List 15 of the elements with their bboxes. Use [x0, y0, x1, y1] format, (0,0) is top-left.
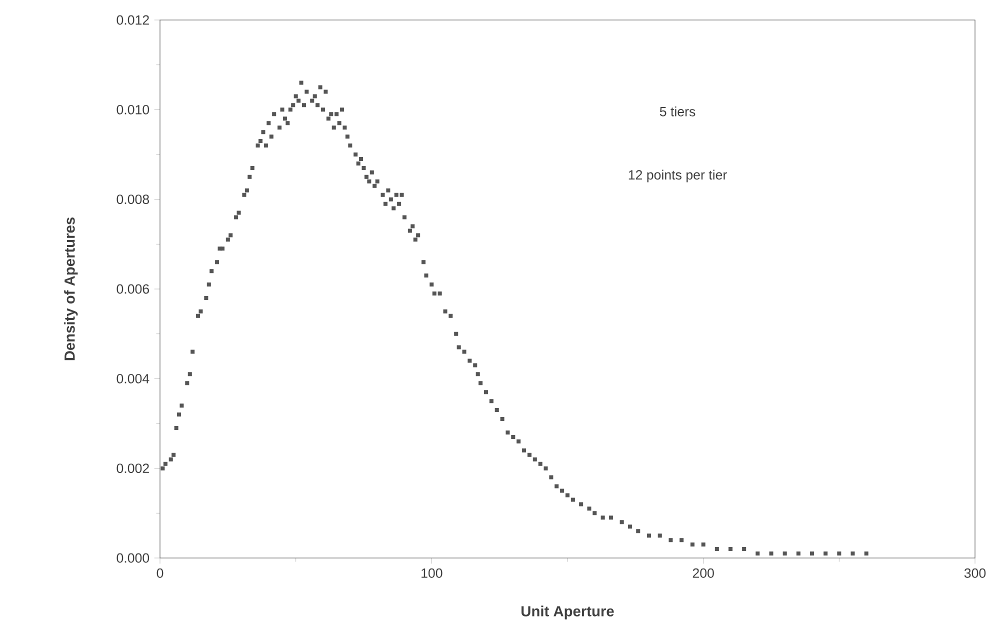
- y-tick-label: 0.006: [116, 284, 150, 294]
- y-tick-label: 0.010: [116, 104, 150, 114]
- y-tick-label: 0.002: [116, 464, 149, 474]
- annotation: 12 points per tier: [628, 170, 727, 182]
- x-tick-label: 300: [964, 568, 986, 578]
- annotation: 5 tiers: [660, 106, 696, 116]
- y-axis-title: Density of Apertures: [64, 218, 78, 360]
- x-axis-title: Unit Aperture: [522, 606, 614, 620]
- x-tick-label: 0: [156, 568, 164, 578]
- y-tick-label: 0.000: [116, 553, 150, 563]
- x-tick-label: 100: [422, 568, 442, 578]
- x-tick-label: 200: [692, 568, 714, 578]
- y-tick-label: 0.008: [116, 194, 150, 204]
- y-tick-label: 0.012: [116, 15, 149, 25]
- y-tick-label: 0.004: [116, 374, 150, 384]
